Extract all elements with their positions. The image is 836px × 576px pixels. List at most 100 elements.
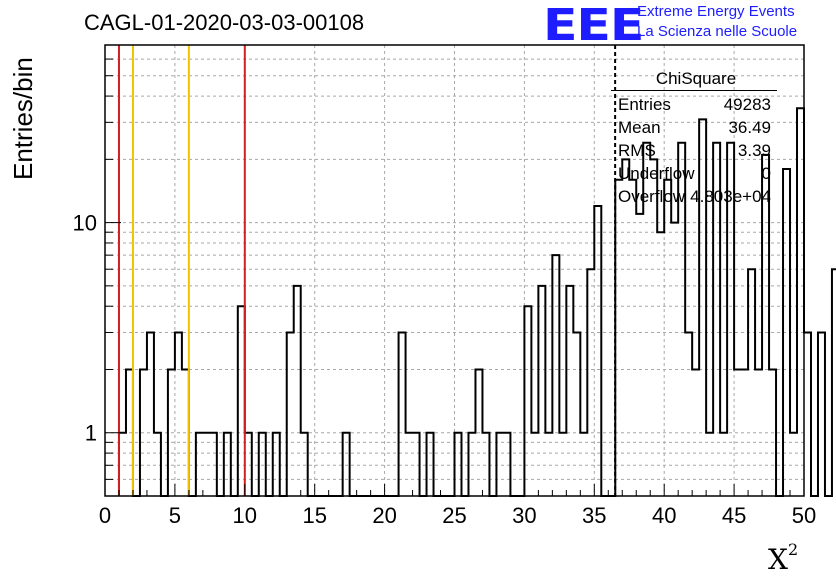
histogram-bin [734,369,741,496]
histogram-bin [168,369,175,496]
chart-title: CAGL-01-2020-03-03-00108 [84,10,365,35]
x-axis-label: X2 [768,540,799,576]
stats-value: 49283 [723,95,771,114]
histogram-bin [566,286,573,496]
histogram-bin [580,433,587,496]
x-tick-label: 0 [99,503,111,528]
histogram-bin [804,332,811,496]
histogram-bin [755,369,762,496]
histogram-bin [427,433,434,496]
stats-value: 0 [761,164,771,183]
histogram-bin [594,206,601,496]
y-tick-label: 10 [73,211,97,236]
x-tick-label: 45 [722,503,746,528]
logo-caption-line2: La Scienza nelle Scuole [637,23,798,40]
histogram-bin [196,433,203,496]
histogram-bin [706,433,713,496]
stats-value: 4.803e+04 [690,187,771,206]
histogram-bin [496,433,503,496]
stats-label: Entries [618,95,671,114]
histogram-bin [741,369,748,496]
grid-layer [105,45,804,496]
x-tick-label: 30 [512,503,536,528]
histogram-bin [748,269,755,496]
stats-row-underflow: Underflow 0 [611,162,777,185]
histogram-bin [818,332,825,496]
histogram-bin [531,433,538,496]
stats-label: Mean [618,118,661,137]
histogram-bin [301,433,308,496]
histogram-bin [664,180,671,496]
y-axis-label: Entries/bin [8,57,38,180]
histogram-bin [559,433,566,496]
histogram-bin [685,332,692,496]
stats-divider [611,90,777,91]
histogram-bin [224,433,231,496]
histogram-bin [140,369,147,496]
histogram-bin [790,433,797,496]
histogram-bin [671,223,678,496]
histogram-bin [720,433,727,496]
histogram-bin [552,255,559,496]
x-tick-label: 25 [442,503,466,528]
histogram-bin [797,108,804,496]
histogram-bin [210,433,217,496]
stats-row-rms: RMS 3.39 [611,139,777,162]
histogram-bin [259,433,266,496]
histogram-bin [783,169,790,496]
histogram-bin [126,369,133,496]
histogram-bin [147,332,154,496]
stats-title: ChiSquare [655,69,737,88]
histogram-bin [636,214,643,496]
stats-value: 3.39 [737,141,771,160]
x-tick-label: 10 [233,503,257,528]
x-tick-label: 20 [372,503,396,528]
histogram-bin [657,232,664,496]
tick-labels: 0 5 10 15 20 25 30 35 40 45 50 1 10 [73,211,817,528]
x-tick-label: 35 [582,503,606,528]
x-tick-label: 5 [169,503,181,528]
stats-row-mean: Mean 36.49 [611,116,777,139]
histogram-bin [399,332,406,496]
histogram-bin [154,433,161,496]
histogram-bin [406,433,413,496]
axes [104,44,805,497]
histogram-bin [182,369,189,496]
histogram-bin [287,332,294,496]
histogram-bin [629,180,636,496]
stats-value: 36.49 [728,118,771,137]
histogram-bin [769,369,776,496]
logo-caption-line1: Extreme Energy Events [637,3,795,20]
histogram-bin [475,369,482,496]
histogram-bin [692,369,699,496]
stats-box: ChiSquare Entries 49283 Mean 36.49 RMS 3… [611,68,777,208]
histogram-bin [832,269,836,496]
histogram-bin [413,433,420,496]
histogram-bin [538,286,545,496]
histogram-bin [119,433,126,496]
histogram-bin [273,433,280,496]
x-tick-label: 15 [302,503,326,528]
histogram-bin [622,159,629,496]
marker-lines [117,45,617,496]
histogram-bin [503,433,510,496]
eee-logo: EEE [543,0,644,51]
histogram-bin [468,433,475,496]
histogram-bin [245,433,252,496]
y-tick-label: 1 [85,421,97,446]
stats-row-entries: Entries 49283 [611,93,777,116]
histogram-bin [482,433,489,496]
histogram-bin [524,306,531,496]
x-tick-label: 40 [652,503,676,528]
histogram-bin [455,433,462,496]
x-tick-label: 50 [792,503,816,528]
stats-label: RMS [618,141,656,160]
histogram-bin [615,180,622,496]
stats-label: Overflow [618,187,686,206]
histogram-bin [343,433,350,496]
histogram-bin [294,286,301,496]
stats-row-overflow: Overflow 4.803e+04 [611,185,777,208]
histogram-bin [573,332,580,496]
histogram-bin [545,433,552,496]
